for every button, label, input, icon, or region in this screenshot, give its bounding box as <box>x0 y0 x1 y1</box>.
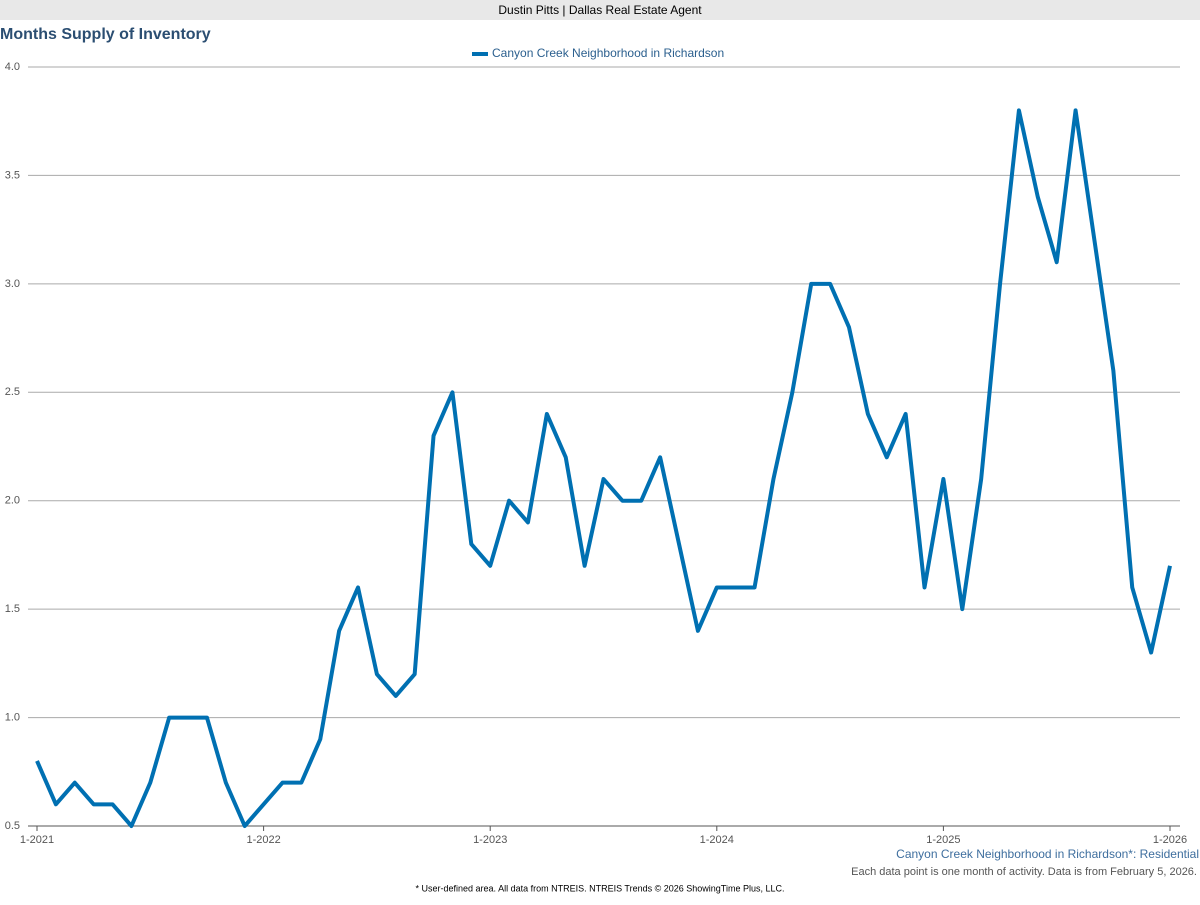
legend-label: Canyon Creek Neighborhood in Richardson <box>492 46 724 60</box>
header: Dustin Pitts | Dallas Real Estate Agent <box>498 3 702 17</box>
area-label: Canyon Creek Neighborhood in Richardson*… <box>896 847 1199 861</box>
y-tick-label: 2.5 <box>5 386 20 398</box>
note: Each data point is one month of activity… <box>851 866 1197 878</box>
y-tick-label: 3.0 <box>5 278 20 290</box>
x-tick-label: 1-2021 <box>20 834 54 846</box>
y-tick-label: 2.0 <box>5 495 20 507</box>
x-tick-label: 1-2026 <box>1153 834 1187 846</box>
x-tick-label: 1-2023 <box>473 834 507 846</box>
series-line <box>35 108 1172 828</box>
y-tick-label: 1.5 <box>5 603 20 615</box>
x-tick-label: 1-2025 <box>926 834 960 846</box>
footnote: * User-defined area. All data from NTREI… <box>416 883 785 893</box>
y-tick-label: 1.0 <box>5 711 20 723</box>
x-tick-label: 1-2022 <box>246 834 280 846</box>
y-tick-label: 4.0 <box>5 61 20 73</box>
x-tick-label: 1-2024 <box>700 834 734 846</box>
y-tick-label: 0.5 <box>5 820 20 832</box>
y-tick-label: 3.5 <box>5 169 20 181</box>
header-bar <box>0 0 1200 20</box>
chart-title: Months Supply of Inventory <box>0 26 211 43</box>
